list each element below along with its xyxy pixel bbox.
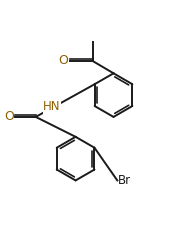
Text: O: O <box>58 54 68 67</box>
Text: HN: HN <box>43 100 61 113</box>
Text: Br: Br <box>118 174 131 187</box>
Text: O: O <box>4 110 14 123</box>
